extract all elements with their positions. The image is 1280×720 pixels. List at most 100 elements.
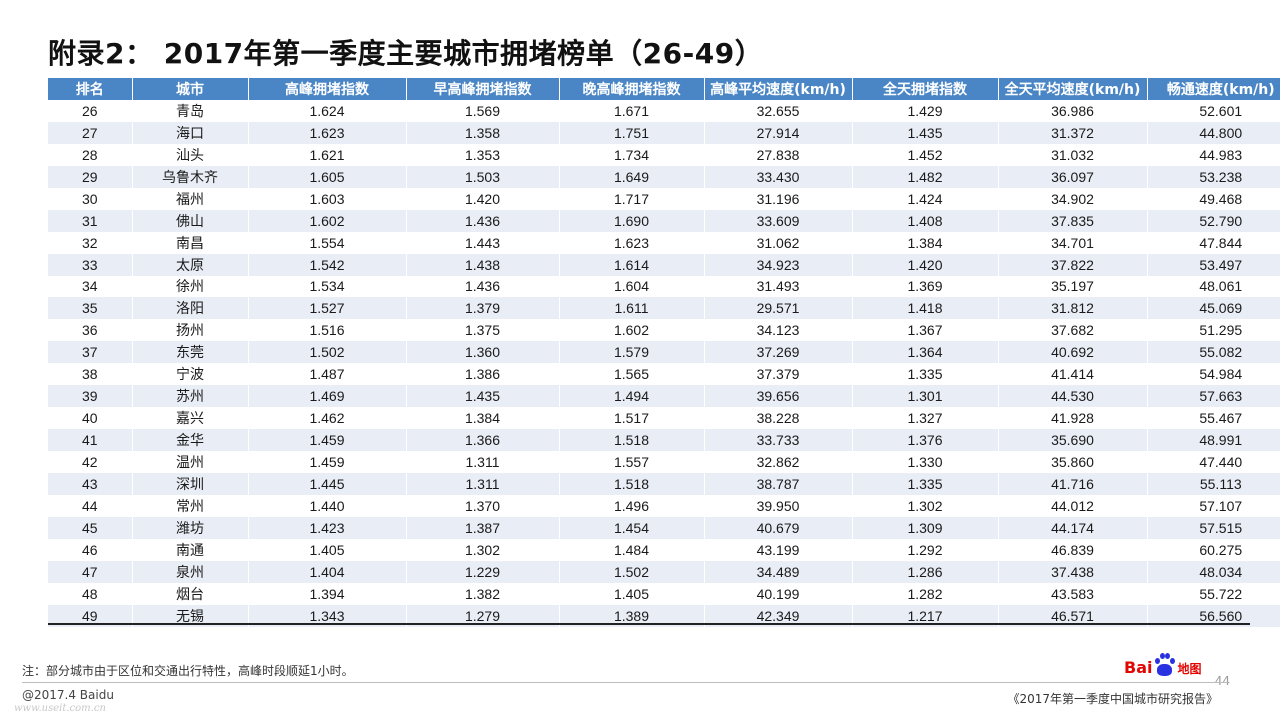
- city-cell: 宁波: [131, 363, 248, 386]
- table-cell: 1.408: [851, 209, 998, 232]
- table-cell: 1.327: [851, 407, 998, 430]
- table-row: 37 东莞 1.502 1.360 1.579 37.269 1.364 40.692 55.0…: [48, 341, 1280, 364]
- table-cell: 1.438: [405, 253, 559, 276]
- table-cell: 37: [48, 341, 132, 364]
- city-cell: 佛山: [131, 209, 248, 232]
- table-cell: 1.286: [851, 560, 998, 583]
- city-cell: 潍坊: [131, 516, 248, 539]
- table-cell: 43.583: [997, 582, 1147, 605]
- table-cell: 52.790: [1146, 209, 1280, 232]
- table-cell: 35.197: [997, 275, 1147, 298]
- city-cell: 洛阳: [131, 297, 248, 320]
- table-cell: 1.366: [405, 429, 559, 451]
- table-cell: 1.394: [247, 582, 406, 605]
- table-cell: 38.787: [703, 472, 852, 495]
- table-cell: 38.228: [703, 407, 852, 430]
- table-cell: 29: [48, 165, 132, 188]
- column-header: 城市: [131, 78, 248, 100]
- table-cell: 1.376: [851, 429, 998, 451]
- table-row: 43 深圳 1.445 1.311 1.518 38.787 1.335 41.716 55.1…: [48, 472, 1280, 495]
- table-cell: 1.405: [558, 582, 704, 605]
- table-cell: 41.928: [997, 407, 1147, 430]
- table-cell: 31.196: [703, 187, 852, 210]
- table-row: 31 佛山 1.602 1.436 1.690 33.609 1.408 37.835 52.7…: [48, 209, 1280, 232]
- table-cell: 29.571: [703, 297, 852, 320]
- table-cell: 1.386: [405, 363, 559, 386]
- table-cell: 37.835: [997, 209, 1147, 232]
- table-cell: 1.624: [247, 100, 406, 122]
- table-row: 30 福州 1.603 1.420 1.717 31.196 1.424 34.902 49.4…: [48, 187, 1280, 210]
- table-cell: 37.269: [703, 341, 852, 364]
- table-cell: 37.379: [703, 363, 852, 386]
- table-cell: 34.902: [997, 187, 1147, 210]
- table-cell: 1.360: [405, 341, 559, 364]
- report-name: 《2017年第一季度中国城市研究报告》: [1007, 692, 1218, 706]
- table-cell: 1.420: [405, 187, 559, 210]
- table-row: 33 太原 1.542 1.438 1.614 34.923 1.420 37.822 53.4…: [48, 253, 1280, 276]
- table-cell: 1.534: [247, 275, 406, 298]
- table-row: 44 常州 1.440 1.370 1.496 39.950 1.302 44.012 57.1…: [48, 494, 1280, 517]
- table-row: 36 扬州 1.516 1.375 1.602 34.123 1.367 37.682 51.2…: [48, 319, 1280, 342]
- table-cell: 32: [48, 231, 132, 254]
- table-row: 48 烟台 1.394 1.382 1.405 40.199 1.282 43.583 55.7…: [48, 582, 1280, 605]
- table-cell: 44.983: [1146, 143, 1280, 166]
- table-cell: 1.502: [247, 341, 406, 364]
- watermark: www.useit.com.cn: [14, 703, 106, 714]
- table-cell: 1.502: [558, 560, 704, 583]
- table-cell: 31.812: [997, 297, 1147, 320]
- city-cell: 东莞: [131, 341, 248, 364]
- table-row: 35 洛阳 1.527 1.379 1.611 29.571 1.418 31.812 45.0…: [48, 297, 1280, 320]
- table-cell: 1.671: [558, 100, 704, 122]
- table-cell: 1.387: [405, 516, 559, 539]
- table-cell: 1.418: [851, 297, 998, 320]
- table-cell: 45.069: [1146, 297, 1280, 320]
- table-cell: 55.082: [1146, 341, 1280, 364]
- table-cell: 1.649: [558, 165, 704, 188]
- table-cell: 1.452: [851, 143, 998, 166]
- table-cell: 1.542: [247, 253, 406, 276]
- city-cell: 常州: [131, 494, 248, 517]
- table-cell: 1.469: [247, 385, 406, 408]
- city-cell: 青岛: [131, 100, 248, 122]
- table-cell: 46: [48, 538, 132, 561]
- table-cell: 1.436: [405, 275, 559, 298]
- table-cell: 1.301: [851, 385, 998, 408]
- table-cell: 55.722: [1146, 582, 1280, 605]
- table-cell: 46.839: [997, 538, 1147, 561]
- city-cell: 福州: [131, 187, 248, 210]
- table-cell: 1.621: [247, 143, 406, 166]
- table-cell: 31.372: [997, 121, 1147, 144]
- table-cell: 1.384: [405, 407, 559, 430]
- table-cell: 1.611: [558, 297, 704, 320]
- table-cell: 1.503: [405, 165, 559, 188]
- table-cell: 39.656: [703, 385, 852, 408]
- table-cell: 47.844: [1146, 231, 1280, 254]
- city-cell: 扬州: [131, 319, 248, 342]
- column-header: 晚高峰拥堵指数: [558, 78, 704, 100]
- table-cell: 53.238: [1146, 165, 1280, 188]
- table-cell: 44.012: [997, 494, 1147, 517]
- table-cell: 1.404: [247, 560, 406, 583]
- baidu-map-logo: Bai 地图: [1124, 648, 1208, 676]
- table-cell: 1.436: [405, 209, 559, 232]
- table-row: 42 温州 1.459 1.311 1.557 32.862 1.330 35.860 47.4…: [48, 451, 1280, 473]
- table-cell: 60.275: [1146, 538, 1280, 561]
- table-cell: 48: [48, 582, 132, 605]
- table-cell: 52.601: [1146, 100, 1280, 122]
- table-cell: 27: [48, 121, 132, 144]
- table-cell: 33: [48, 253, 132, 276]
- table-cell: 44.530: [997, 385, 1147, 408]
- table-cell: 35: [48, 297, 132, 320]
- column-header: 全天拥堵指数: [851, 78, 998, 100]
- table-cell: 43: [48, 472, 132, 495]
- table-cell: 48.034: [1146, 560, 1280, 583]
- table-cell: 1.343: [247, 604, 406, 627]
- logo-text-bai: Bai: [1124, 658, 1153, 677]
- table-cell: 30: [48, 187, 132, 210]
- table-cell: 1.335: [851, 363, 998, 386]
- table-cell: 1.603: [247, 187, 406, 210]
- table-cell: 26: [48, 100, 132, 122]
- table-cell: 31: [48, 209, 132, 232]
- city-cell: 太原: [131, 253, 248, 276]
- table-row: 47 泉州 1.404 1.229 1.502 34.489 1.286 37.438 48.0…: [48, 560, 1280, 583]
